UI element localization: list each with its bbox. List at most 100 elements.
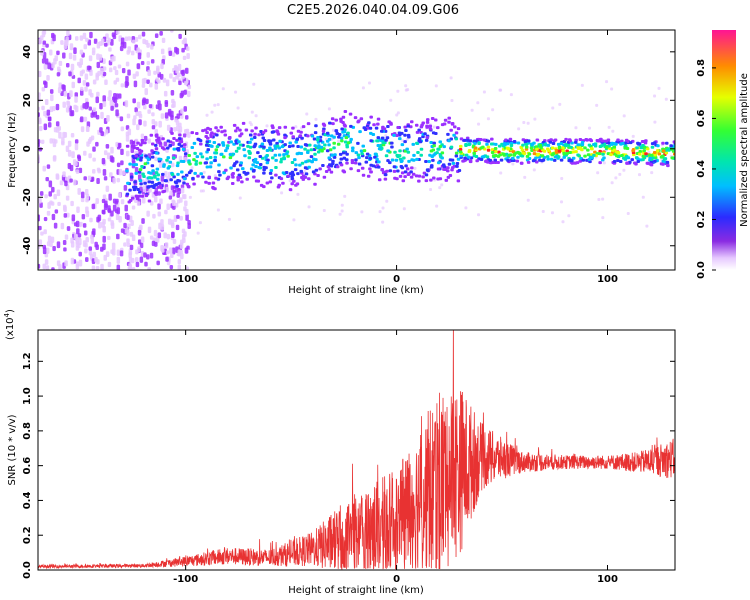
spectrogram-cell <box>175 224 180 231</box>
spectrogram-cell <box>62 131 66 138</box>
spectrogram-cell <box>552 158 557 162</box>
spectrogram-cell <box>58 131 62 139</box>
spectrogram-cell <box>161 37 166 44</box>
spectrogram-cell <box>281 181 285 185</box>
spectrogram-cell <box>145 98 149 105</box>
spectrogram-cell <box>600 158 605 162</box>
spectrogram-cell <box>210 144 214 148</box>
spectrogram-cell <box>38 96 41 103</box>
spectrogram-cell <box>262 145 266 149</box>
spectrogram-cell <box>140 164 144 168</box>
spectrogram-cell <box>165 186 169 193</box>
spectrogram-cell <box>282 153 286 157</box>
spectrogram-cell <box>578 159 582 163</box>
spectrogram-cell <box>177 72 181 78</box>
spectrogram-cell <box>79 49 84 55</box>
spectrogram-cell <box>57 87 62 94</box>
spectrogram-cell <box>383 177 388 181</box>
spectrogram-cell <box>561 220 565 224</box>
spectrogram-cell <box>318 167 322 171</box>
spectrogram-cell <box>105 251 110 257</box>
spectrogram-cell <box>161 172 165 176</box>
spectrogram-cell <box>137 229 142 236</box>
spectrogram-cell <box>236 175 240 179</box>
spectrogram-cell <box>248 151 252 155</box>
spectrogram-cell <box>530 149 534 153</box>
spectrogram-cell <box>190 146 195 150</box>
spectrogram-cell <box>115 109 119 117</box>
spectrogram-cell <box>107 205 111 213</box>
spectrogram-cell <box>181 160 186 164</box>
spectrogram-cell <box>211 185 215 189</box>
spectrogram-cell <box>146 42 150 48</box>
spectrogram-cell <box>75 169 80 175</box>
spectrogram-cell <box>357 156 361 160</box>
spectrogram-cell <box>424 173 429 177</box>
spectrogram-cell <box>96 259 100 265</box>
spectrogram-cell <box>531 159 536 163</box>
y-tick-label: 0 <box>22 145 33 152</box>
spectrogram-cell <box>47 235 52 242</box>
spectrogram-cell <box>398 149 402 153</box>
spectrogram-cell <box>600 139 605 143</box>
spectrogram-cell <box>63 42 68 49</box>
spectrogram-cell <box>159 31 163 36</box>
spectrogram-cell <box>329 170 334 174</box>
spectrogram-cell <box>550 146 555 150</box>
spectrogram-cell <box>314 158 318 162</box>
spectrogram-cell <box>133 180 137 184</box>
spectrogram-cell <box>277 126 282 130</box>
spectrogram-cell <box>583 154 587 158</box>
spectrogram-cell <box>154 151 159 155</box>
spectrogram-cell <box>92 146 96 152</box>
spectrogram-cell <box>180 170 184 174</box>
spectrogram-cell <box>136 63 141 70</box>
spectrogram-cell <box>205 140 210 144</box>
spectrogram-cell <box>127 36 131 41</box>
spectrogram-cell <box>107 37 111 43</box>
spectrogram-cell <box>151 125 156 130</box>
x-tick-label: 100 <box>597 574 618 585</box>
spectrogram-cell <box>298 134 303 138</box>
spectrogram-cell <box>219 125 223 129</box>
spectrogram-cell <box>307 177 311 181</box>
spectrogram-cell <box>349 124 353 128</box>
spectrogram-cell <box>171 232 175 238</box>
spectrogram-cell <box>482 90 486 94</box>
spectrogram-cell <box>486 117 490 121</box>
spectrogram-cell <box>160 219 164 226</box>
spectrogram-cell <box>77 77 81 84</box>
spectrogram-cell <box>54 209 59 214</box>
spectrogram-cell <box>637 142 642 146</box>
spectrogram-cell <box>154 83 159 90</box>
spectrogram-cell <box>375 157 379 161</box>
spectrogram-cell <box>180 108 184 114</box>
spectrogram-cell <box>177 187 181 191</box>
spectrogram-cell <box>132 118 136 126</box>
spectrogram-cell <box>502 142 507 146</box>
spectrogram-cell <box>87 65 91 71</box>
spectrogram-cell <box>447 139 451 143</box>
spectrogram-cell <box>656 144 660 148</box>
spectrogram-cell <box>432 176 436 180</box>
y-tick-label: -20 <box>22 188 33 206</box>
spectrogram-cell <box>102 95 106 102</box>
spectrogram-cell <box>348 112 353 116</box>
spectrogram-cell <box>150 59 155 64</box>
spectrogram-cell <box>143 252 147 258</box>
spectrogram-cell <box>38 92 41 98</box>
spectrogram-cell <box>171 52 176 57</box>
spectrogram-cell <box>146 254 150 260</box>
spectrogram-cell <box>144 261 148 267</box>
spectrogram-cell <box>463 156 467 160</box>
spectrogram-cell <box>468 159 473 163</box>
spectrogram-cell <box>615 154 619 158</box>
y-tick-label: 40 <box>22 45 33 59</box>
spectrogram-cell <box>574 150 578 154</box>
spectrogram-cell <box>92 157 96 162</box>
spectrogram-cell <box>66 30 70 37</box>
spectrogram-cell <box>270 124 275 128</box>
spectrogram-cell <box>432 125 436 129</box>
spectrogram-cell <box>452 133 456 137</box>
spectrogram-cell <box>62 101 66 108</box>
